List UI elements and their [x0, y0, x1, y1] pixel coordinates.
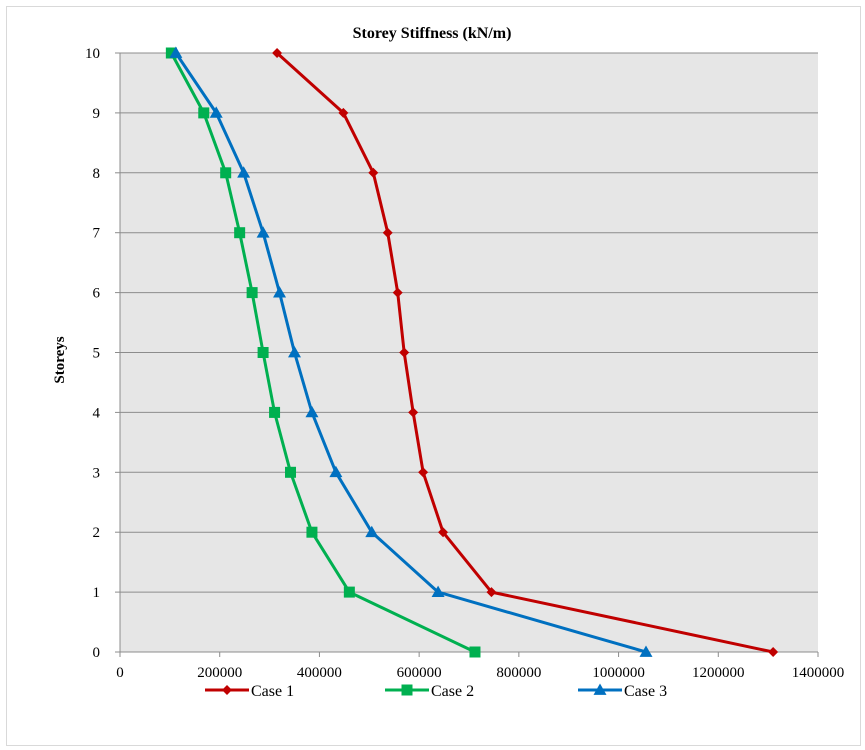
- case-2-series: [165, 47, 481, 658]
- case-1-point: [418, 467, 429, 478]
- case-1-series: [272, 48, 779, 657]
- case-2-point: [269, 406, 281, 418]
- y-tick-label: 4: [93, 405, 101, 421]
- legend-label: Case 1: [251, 683, 294, 700]
- case-3-point: [209, 106, 223, 118]
- case-2-point: [246, 287, 258, 299]
- y-tick-label: 1: [93, 585, 101, 601]
- x-tick-label: 200000: [197, 665, 242, 681]
- legend-marker: [401, 684, 413, 696]
- case-3-point: [169, 46, 183, 58]
- case-1-point: [408, 407, 419, 418]
- y-axis-label: Storeys: [52, 336, 68, 383]
- y-tick-label: 2: [93, 525, 101, 541]
- x-tick-label: 0: [116, 665, 124, 681]
- legend: Case 1 Case 2 Case 3: [205, 683, 667, 700]
- x-tick-label: 400000: [297, 665, 342, 681]
- x-tick-label: 800000: [496, 665, 541, 681]
- case-3-point: [305, 405, 319, 418]
- case-1-point: [486, 587, 497, 598]
- case-3-point: [288, 346, 301, 358]
- case-1-point: [382, 227, 393, 238]
- case-2-point: [165, 47, 177, 59]
- legend-item-case-1: Case 1: [205, 683, 294, 700]
- case-1-point: [438, 527, 449, 538]
- x-tick-label: 1000000: [592, 665, 645, 681]
- case-2-point: [257, 347, 269, 358]
- case-3-point: [256, 226, 270, 238]
- case-1-point: [338, 107, 349, 118]
- case-3-point: [431, 585, 445, 597]
- y-tick-label: 3: [93, 465, 101, 481]
- case-1-point: [399, 347, 410, 358]
- y-tick-label: 0: [93, 645, 101, 661]
- case-1-point: [392, 287, 403, 298]
- y-tick-label: 10: [85, 46, 100, 62]
- case-3-point: [273, 286, 287, 298]
- legend-marker: [593, 683, 607, 695]
- y-tick-label: 5: [93, 346, 101, 362]
- case-3-series: [169, 46, 653, 657]
- case-2-point: [220, 167, 232, 179]
- y-tick-label: 8: [93, 166, 101, 182]
- legend-item-case-2: Case 2: [385, 683, 474, 700]
- y-tick-label: 9: [93, 106, 101, 122]
- legend-item-case-3: Case 3: [578, 683, 667, 700]
- case-3-point: [237, 166, 251, 178]
- case-3-point: [639, 645, 653, 657]
- case-2-point: [343, 586, 355, 598]
- x-tick-label: 1400000: [792, 665, 845, 681]
- chart-title: Storey Stiffness (kN/m): [353, 25, 512, 42]
- case-2-point: [198, 107, 210, 119]
- axes: 0 1 2 3 4 5 6 7 8 9 10 0 200000 400000 600000 800000 100…: [85, 46, 844, 681]
- case-2-point: [306, 526, 318, 538]
- case-2-point: [469, 646, 481, 658]
- y-tick-label: 6: [93, 286, 101, 302]
- x-tick-label: 1200000: [692, 665, 745, 681]
- case-1-point: [272, 48, 283, 58]
- case-1-point: [368, 167, 379, 178]
- case-1-point: [768, 647, 779, 657]
- y-tick-label: 7: [93, 226, 101, 242]
- legend-label: Case 3: [624, 683, 667, 700]
- legend-label: Case 2: [431, 683, 474, 700]
- case-2-point: [234, 227, 246, 239]
- series-layer: [165, 46, 779, 658]
- case-2-point: [285, 466, 297, 478]
- case-3-point: [365, 525, 379, 538]
- case-3-point: [329, 465, 343, 478]
- legend-marker: [222, 685, 232, 695]
- x-tick-label: 600000: [397, 665, 442, 681]
